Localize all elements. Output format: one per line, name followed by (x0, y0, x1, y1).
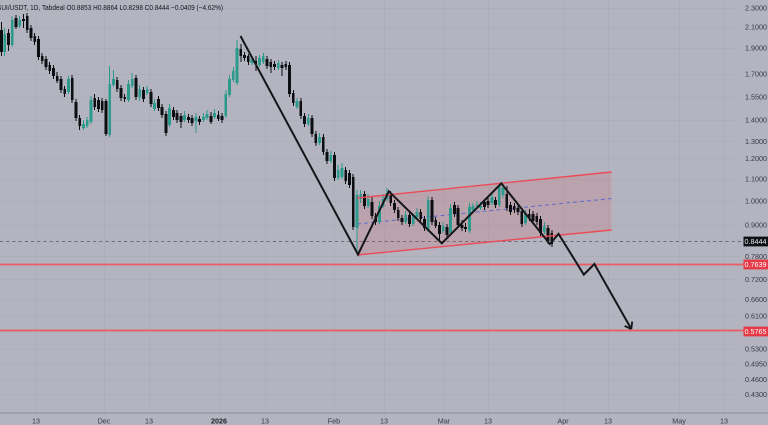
svg-text:0.7800: 0.7800 (745, 252, 767, 261)
svg-text:Feb: Feb (328, 417, 340, 425)
svg-text:1.9000: 1.9000 (745, 44, 767, 53)
svg-text:0.6100: 0.6100 (745, 312, 767, 321)
svg-text:1.7000: 1.7000 (745, 70, 767, 79)
svg-text:Dec: Dec (98, 417, 111, 425)
svg-text:0.5765: 0.5765 (745, 327, 767, 336)
svg-text:2.3000: 2.3000 (745, 4, 767, 13)
svg-text:Mar: Mar (438, 417, 451, 425)
svg-text:1.0000: 1.0000 (745, 197, 767, 206)
svg-text:0.9000: 0.9000 (745, 221, 767, 230)
svg-text:0.4600: 0.4600 (745, 375, 767, 384)
svg-text:1.2000: 1.2000 (745, 154, 767, 163)
svg-text:13: 13 (261, 417, 269, 425)
svg-text:13: 13 (484, 417, 492, 425)
svg-text:SUI/USDT, 1D, Tabdeal O0.8853: SUI/USDT, 1D, Tabdeal O0.8853 H0.8864 L0… (0, 3, 223, 12)
svg-text:13: 13 (380, 417, 388, 425)
svg-text:0.4300: 0.4300 (745, 390, 767, 399)
svg-text:May: May (672, 417, 686, 425)
svg-text:0.5300: 0.5300 (745, 345, 767, 354)
svg-text:0.7200: 0.7200 (745, 275, 767, 284)
svg-text:1.3000: 1.3000 (745, 137, 767, 146)
svg-text:Apr: Apr (557, 417, 569, 425)
svg-text:0.4950: 0.4950 (745, 360, 767, 369)
svg-text:13: 13 (32, 417, 40, 425)
svg-text:1.1000: 1.1000 (745, 175, 767, 184)
svg-text:2.1000: 2.1000 (745, 23, 767, 32)
svg-text:0.7639: 0.7639 (745, 260, 767, 269)
svg-text:13: 13 (604, 417, 612, 425)
svg-text:13: 13 (720, 417, 728, 425)
svg-text:0.8444: 0.8444 (745, 237, 767, 246)
svg-text:1.4000: 1.4000 (745, 116, 767, 125)
svg-text:0.6600: 0.6600 (745, 295, 767, 304)
svg-text:1.5500: 1.5500 (745, 93, 767, 102)
svg-text:2026: 2026 (211, 417, 227, 425)
svg-text:13: 13 (145, 417, 153, 425)
